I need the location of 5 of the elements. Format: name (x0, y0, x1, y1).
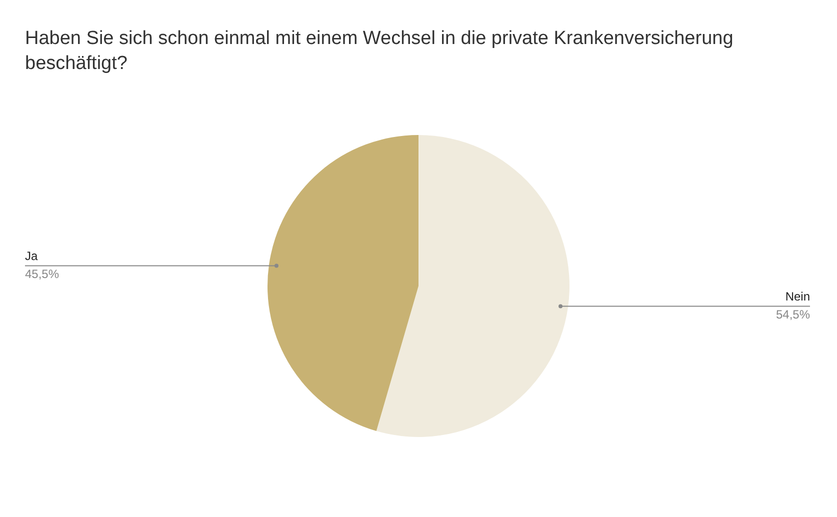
slice-label: Ja (25, 249, 38, 264)
data-label: 45,5% (25, 267, 60, 282)
slice-label: Nein (785, 290, 810, 304)
chart-title: Haben Sie sich schon einmal mit einem Wechsel in die private Krankenversicherung beschäftigt? (25, 27, 734, 76)
data-label: 54,5% (776, 308, 810, 322)
